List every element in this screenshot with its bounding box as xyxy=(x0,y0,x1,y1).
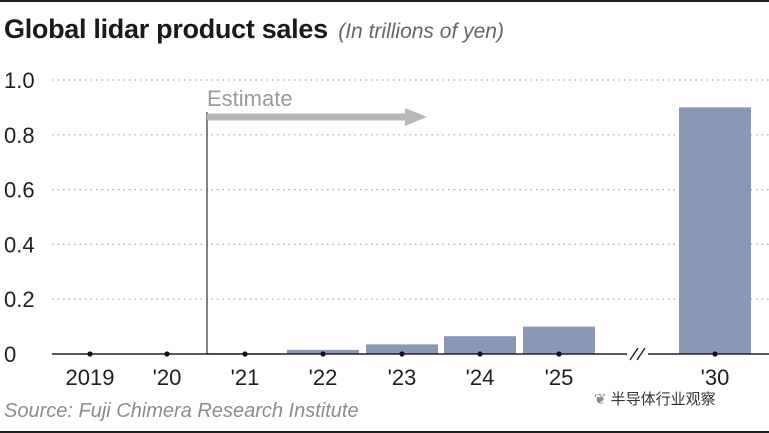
x-tick-label: '22 xyxy=(309,365,338,390)
wechat-logo-icon: ❦ xyxy=(594,390,607,408)
y-tick-label: 0.6 xyxy=(4,178,35,203)
x-tick-dot xyxy=(164,351,170,357)
x-tick-dot xyxy=(556,351,562,357)
chart-title: Global lidar product sales xyxy=(4,14,328,44)
x-tick-label: '24 xyxy=(466,365,495,390)
axis-break-mark xyxy=(636,347,646,361)
x-tick-label: 2019 xyxy=(66,365,115,390)
x-tick-label: '25 xyxy=(545,365,574,390)
watermark: ❦ 半导体行业观察 xyxy=(594,388,716,409)
chart-title-row: Global lidar product sales (In trillions… xyxy=(4,14,504,45)
watermark-text: 半导体行业观察 xyxy=(610,390,716,408)
x-tick-label: '23 xyxy=(388,365,417,390)
source-note: Source: Fuji Chimera Research Institute xyxy=(4,400,359,422)
bottom-rule xyxy=(0,431,769,433)
x-tick-dot xyxy=(399,351,405,357)
x-tick-label: '30 xyxy=(701,365,730,390)
bar xyxy=(679,107,751,355)
x-tick-dot xyxy=(242,351,248,357)
x-tick-dot xyxy=(87,351,93,357)
y-tick-label: 0.2 xyxy=(4,287,35,312)
estimate-arrow-head xyxy=(405,108,427,126)
x-tick-dot xyxy=(320,351,326,357)
x-tick-dot xyxy=(712,351,718,357)
estimate-label: Estimate xyxy=(207,86,293,111)
x-tick-dot xyxy=(477,351,483,357)
y-tick-label: 0.8 xyxy=(4,123,35,148)
x-tick-label: '21 xyxy=(231,365,260,390)
axis-break-mark xyxy=(629,347,639,361)
x-tick-label: '20 xyxy=(153,365,182,390)
y-tick-label: 1.0 xyxy=(4,68,35,93)
bar xyxy=(523,326,595,354)
top-rule xyxy=(0,0,769,2)
bar xyxy=(444,336,516,354)
chart-subtitle: (In trillions of yen) xyxy=(338,20,504,43)
y-tick-label: 0 xyxy=(4,342,16,367)
y-tick-label: 0.4 xyxy=(4,232,35,257)
bar xyxy=(366,344,438,354)
